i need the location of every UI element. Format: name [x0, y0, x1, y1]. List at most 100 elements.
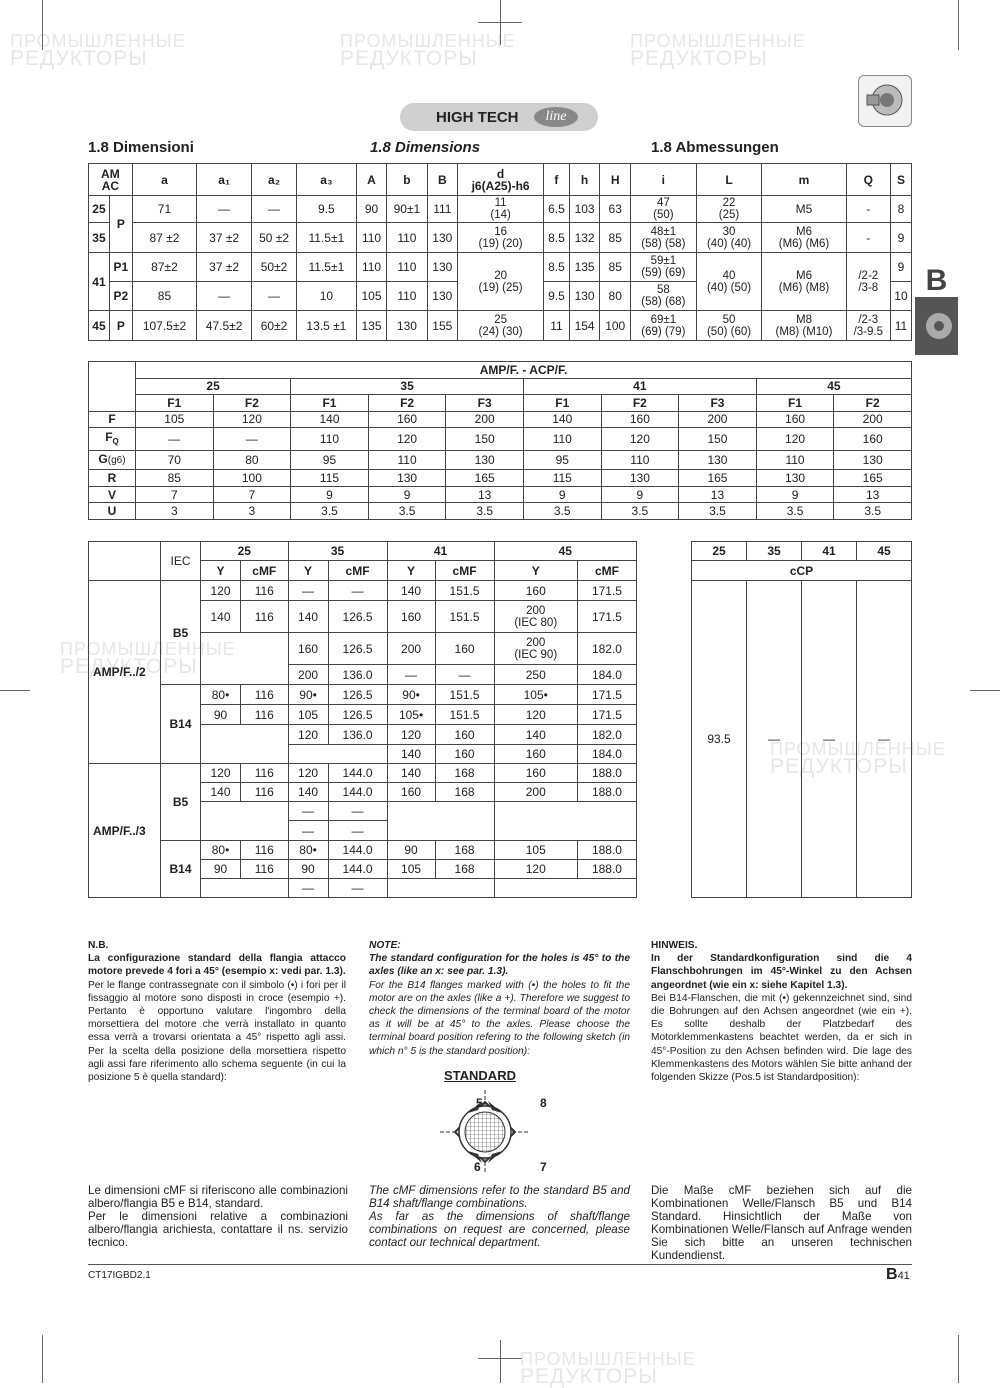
crop-mark — [0, 690, 30, 691]
value-cell: - — [845, 222, 891, 253]
value-cell: 103 — [568, 195, 601, 223]
size-row: 25 35 41 45 — [89, 377, 913, 396]
cmf-cell: — — [327, 801, 388, 821]
cmf-cell: 144.0 — [327, 782, 388, 802]
flange-header: F2 — [212, 394, 292, 412]
table-row: R 85 100 115 130 165 115 130 165 130 165 — [88, 469, 912, 487]
note-bold: The standard configuration for the holes… — [369, 953, 630, 978]
note-bold: In der Standardkonfiguration sind die 4 … — [651, 953, 912, 991]
ccp-size-header: 41 — [801, 541, 857, 561]
cmf-cell: 116 — [240, 684, 289, 705]
value-cell: 9 — [522, 485, 602, 504]
value-cell: 130 — [600, 469, 680, 487]
ccp-value: 93.5 — [691, 580, 747, 898]
value-cell: 200 — [445, 410, 524, 429]
y-cell: 140 — [493, 724, 578, 745]
y-cell: 90 — [200, 704, 241, 725]
value-cell: 160 — [600, 410, 680, 429]
ccp-header: cCP — [691, 560, 912, 581]
cmf-cell: 116 — [240, 600, 289, 633]
sketch-title: STANDARD — [444, 1068, 516, 1083]
y-cell: 90 — [287, 859, 329, 879]
cmf-cell: 116 — [240, 704, 289, 725]
note-it: N.B. La configurazione standard della fl… — [88, 939, 346, 1084]
size-header: 35 — [287, 541, 388, 561]
value-cell: 3.5 — [522, 502, 602, 520]
table-row: 45 P 107.5±2 47.5±2 60±2 13.5 ±1 135 130 155 25 (… — [88, 310, 913, 341]
title-en: 1.8 Dimensions — [370, 139, 481, 156]
size-header: 25 — [200, 541, 289, 561]
value-cell: 110 — [290, 427, 369, 452]
table-title: AMP/F. - ACP/F. — [135, 361, 912, 379]
spacer-column — [636, 541, 692, 898]
line-logo: line — [534, 107, 578, 127]
value-cell: 50 (50) (60) — [695, 310, 763, 341]
flange-label: B14 — [160, 840, 201, 898]
value-cell: 130 — [568, 281, 601, 311]
value-cell: 140 — [522, 410, 602, 429]
value-cell: 155 — [426, 310, 459, 341]
cmf-cell: 171.5 — [576, 704, 638, 725]
value-cell: 10 — [296, 281, 357, 311]
y-cell: 200 — [493, 782, 578, 802]
y-cell: 140 — [200, 600, 241, 633]
value-cell: 85 — [131, 281, 198, 311]
y-cell: — — [287, 801, 329, 821]
type-cell: P — [108, 195, 133, 253]
table-row: 140 116 140 144.0 160 168 200 188.0 — [89, 782, 912, 802]
cmf-cell: 171.5 — [576, 580, 638, 601]
value-cell: 95 — [290, 450, 369, 471]
cmf-cell: 168 — [434, 840, 495, 860]
value-cell: 110 — [386, 252, 428, 282]
y-cell — [287, 744, 329, 764]
title-de: 1.8 Abmessungen — [651, 139, 779, 156]
y-cell — [200, 878, 241, 898]
note-body: Bei B14-Flanschen, die mit (•) gekennzei… — [651, 992, 912, 1084]
position-5: 5 — [476, 1096, 483, 1110]
y-cell: 105 — [493, 840, 578, 860]
value-cell: 8.5 — [543, 222, 570, 253]
value-cell: 3.5 — [290, 502, 369, 520]
table-row: — — — [89, 878, 912, 898]
value-cell: 11 — [543, 310, 570, 341]
table-row: U 3 3 3.5 3.5 3.5 3.5 3.5 3.5 3.5 3.5 — [88, 502, 912, 520]
y-cell: 105 — [386, 859, 436, 879]
size-header: 41 — [386, 541, 495, 561]
value-cell: 135 — [355, 310, 388, 341]
type-cell: P1 — [108, 252, 133, 282]
cmf-cell: 116 — [240, 580, 289, 601]
value-cell: 130 — [445, 450, 524, 471]
cmf-header: cMF — [576, 560, 638, 581]
value-cell: 80 — [599, 281, 632, 311]
column-header: H — [599, 163, 632, 196]
cmf-cell — [240, 878, 289, 898]
value-cell: 200 — [833, 410, 912, 429]
y-cell: 140 — [386, 744, 436, 764]
row-label-cell: U — [88, 502, 136, 520]
value-cell: 3 — [135, 502, 214, 520]
cmf-header: cMF — [434, 560, 495, 581]
value-cell: 58 (58) (68) — [630, 281, 697, 311]
section-tab-b: B — [915, 265, 958, 355]
value-cell: 85 — [135, 469, 214, 487]
value-cell: 9 — [889, 252, 913, 282]
watermark: ПРОМЫШЛЕННЫЕ РЕДУКТОРЫ — [630, 31, 806, 70]
footer-divider — [88, 1264, 912, 1265]
value-cell: 9 — [889, 222, 913, 253]
value-cell: — — [135, 427, 214, 452]
value-cell: 154 — [568, 310, 601, 341]
column-header: a₃ — [296, 163, 357, 196]
value-cell: 120 — [367, 427, 447, 452]
flange-header: F1 — [522, 394, 602, 412]
value-cell: 110 — [386, 222, 428, 253]
flange-label: B5 — [160, 580, 201, 685]
cmf-cell — [240, 801, 289, 821]
cmf-header: cMF — [327, 560, 388, 581]
value-cell: 111 — [426, 195, 459, 223]
cmf-cell: 168 — [434, 782, 495, 802]
y-cell: 250 — [493, 664, 578, 685]
value-cell: 95 — [522, 450, 602, 471]
value-cell: 85 — [599, 222, 632, 253]
crop-mark — [478, 1358, 522, 1359]
